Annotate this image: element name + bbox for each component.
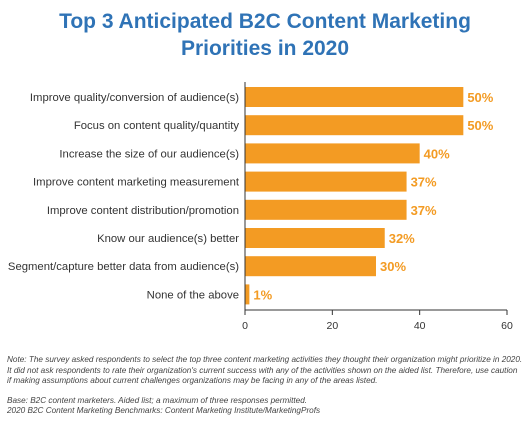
chart-title-line-2: Priorities in 2020 <box>180 37 350 60</box>
chart-title: Top 3 Anticipated B2C Content Marketing … <box>20 8 510 62</box>
data-label: 1% <box>253 287 272 302</box>
chart-title-line-1: Top 3 Anticipated B2C Content Marketing <box>59 10 471 33</box>
base-note: Base: B2C content marketers. Aided list;… <box>7 395 308 405</box>
bar <box>245 284 250 305</box>
category-label: Improve content marketing measurement <box>33 177 240 189</box>
data-label: 50% <box>467 118 493 133</box>
bar <box>245 199 407 220</box>
category-label: None of the above <box>147 289 239 301</box>
data-label: 32% <box>389 231 415 246</box>
category-label: Improve quality/conversion of audience(s… <box>30 92 239 104</box>
x-tick-label: 60 <box>501 320 513 332</box>
source-note: 2020 B2C Content Marketing Benchmarks: C… <box>7 406 321 415</box>
data-label: 37% <box>411 175 437 190</box>
data-label: 50% <box>467 90 493 105</box>
category-label: Segment/capture better data from audienc… <box>8 261 239 273</box>
chart-notes: Note: The survey asked respondents to se… <box>7 355 523 417</box>
bar <box>245 87 464 107</box>
category-label: Improve content distribution/promotion <box>47 205 239 217</box>
survey-note: Note: The survey asked respondents to se… <box>7 355 523 385</box>
bar <box>245 143 420 164</box>
bar <box>245 256 376 277</box>
data-label: 30% <box>380 259 406 274</box>
data-label: 37% <box>411 203 437 218</box>
bar <box>245 115 464 136</box>
bar <box>245 171 407 192</box>
x-tick-label: 20 <box>326 320 338 332</box>
bar-chart: Improve quality/conversion of audience(s… <box>8 82 513 332</box>
x-tick-label: 0 <box>242 320 248 332</box>
category-label: Focus on content quality/quantity <box>74 120 240 132</box>
data-label: 40% <box>424 146 450 161</box>
x-tick-label: 40 <box>414 320 426 332</box>
bar <box>245 228 385 248</box>
category-label: Know our audience(s) better <box>97 233 239 245</box>
category-label: Increase the size of our audience(s) <box>59 148 239 160</box>
